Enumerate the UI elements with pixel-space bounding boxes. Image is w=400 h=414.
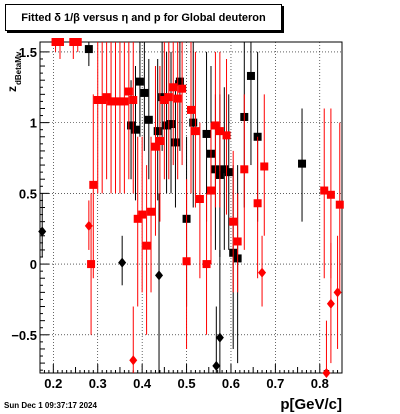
data-point	[298, 159, 307, 168]
data-point	[260, 162, 269, 171]
data-point	[151, 142, 160, 151]
data-point	[129, 355, 138, 366]
data-point	[135, 77, 144, 86]
y-axis-label: zdBetaMv	[5, 51, 23, 92]
data-point	[51, 38, 60, 46]
data-point	[164, 93, 173, 102]
y-tick-label: 0	[30, 257, 37, 272]
data-point	[115, 97, 124, 106]
data-point	[38, 226, 47, 237]
x-tick-label: 0.3	[89, 376, 107, 391]
x-tick-label: 0.6	[222, 376, 240, 391]
data-point	[144, 115, 153, 124]
data-point	[142, 241, 151, 250]
data-point	[202, 129, 211, 138]
data-point	[87, 260, 96, 269]
y-tick-label: 1	[30, 116, 37, 131]
date-stamp: Sun Dec 1 09:37:17 2024	[4, 401, 97, 410]
data-point	[187, 105, 195, 114]
data-point	[140, 88, 149, 97]
data-point	[240, 165, 249, 174]
data-point	[178, 84, 187, 93]
data-point	[224, 168, 233, 177]
data-point	[111, 97, 120, 106]
data-point	[220, 165, 229, 174]
data-point	[189, 118, 198, 127]
data-point	[233, 237, 242, 246]
data-point	[84, 45, 93, 54]
data-point	[73, 38, 82, 46]
data-point	[127, 121, 136, 130]
data-point	[215, 127, 224, 136]
data-point	[212, 360, 221, 371]
data-point	[84, 220, 93, 231]
data-point	[326, 298, 335, 309]
data-point	[138, 210, 147, 219]
data-point	[89, 180, 98, 189]
chart-title: Fitted δ 1/β versus η and p for Global d…	[21, 12, 266, 24]
data-point	[69, 38, 78, 46]
data-point	[124, 87, 133, 96]
data-point	[191, 127, 200, 136]
data-point	[206, 186, 215, 195]
data-point	[153, 127, 162, 136]
data-point	[326, 190, 335, 199]
data-point	[246, 71, 255, 80]
data-point	[160, 95, 169, 104]
data-point	[120, 97, 129, 106]
data-point	[335, 200, 344, 209]
data-point	[175, 77, 184, 86]
data-point	[102, 93, 111, 102]
y-tick-label: 0.5	[19, 186, 37, 201]
data-point	[320, 186, 329, 195]
data-point	[98, 95, 107, 104]
x-tick-label: 0.5	[178, 376, 196, 391]
y-tick-label: −0.5	[11, 328, 37, 343]
data-point	[169, 83, 178, 92]
data-point	[195, 195, 204, 204]
x-tick-label: 0.4	[133, 376, 152, 391]
data-point	[107, 97, 116, 106]
data-point	[229, 217, 238, 226]
data-point	[129, 95, 138, 104]
data-point	[155, 137, 164, 146]
data-point	[211, 121, 220, 130]
x-tick-label: 0.8	[311, 376, 329, 391]
data-point	[258, 267, 267, 278]
data-point	[333, 287, 342, 298]
data-point	[182, 257, 191, 266]
data-point	[167, 120, 176, 129]
data-point	[202, 260, 211, 269]
y-tick-label: 1.5	[19, 45, 37, 60]
data-point	[131, 125, 140, 134]
data-point	[173, 94, 182, 103]
data-point	[322, 368, 331, 378]
data-point	[222, 131, 231, 140]
data-point	[55, 38, 64, 46]
data-point	[147, 207, 156, 216]
data-point	[215, 332, 224, 343]
data-point	[93, 95, 102, 104]
data-point	[155, 270, 164, 281]
data-point	[162, 121, 171, 130]
data-point	[253, 199, 262, 208]
data-point	[133, 214, 142, 223]
data-point	[171, 138, 180, 147]
title-box: Fitted δ 1/β versus η and p for Global d…	[5, 4, 282, 31]
x-tick-label: 0.2	[44, 376, 62, 391]
data-point	[118, 257, 127, 268]
x-tick-label: 0.7	[266, 376, 284, 391]
x-axis-label: p[GeV/c]	[280, 396, 342, 413]
